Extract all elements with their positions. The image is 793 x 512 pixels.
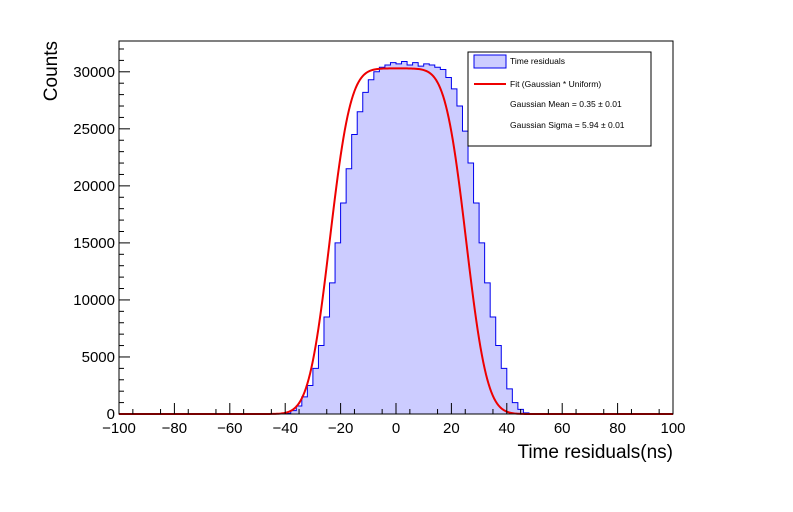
legend-gaussian-sigma: Gaussian Sigma = 5.94 ± 0.01 [510,120,625,130]
y-tick-label: 10000 [73,292,115,309]
x-tick-label: −40 [272,420,297,437]
legend-label-fit: Fit (Gaussian * Uniform) [510,79,601,89]
x-tick-label: 20 [443,420,460,437]
y-axis-title: Counts [41,41,62,101]
y-tick-label: 20000 [73,178,115,195]
legend-gaussian-mean: Gaussian Mean = 0.35 ± 0.01 [510,99,622,109]
y-axis-ticks [119,48,130,415]
x-tick-label: −80 [162,420,187,437]
histogram-fill [119,61,673,415]
x-tick-label: 40 [498,420,515,437]
x-axis-ticks [118,403,674,414]
x-axis-tick-labels: −100 −80 −60 −40 −20 0 20 40 60 80 100 [102,420,685,437]
y-tick-label: 0 [107,406,115,423]
x-tick-label: 80 [609,420,626,437]
legend-label-histogram: Time residuals [510,56,565,66]
y-tick-label: 25000 [73,121,115,138]
x-tick-label: 100 [660,420,685,437]
y-tick-label: 15000 [73,235,115,252]
x-tick-label: 0 [392,420,400,437]
x-tick-label: −20 [328,420,353,437]
y-tick-label: 30000 [73,64,115,81]
x-tick-label: −100 [102,420,136,437]
y-tick-label: 5000 [82,349,115,366]
legend-swatch-histogram [473,54,507,69]
x-tick-label: −60 [217,420,242,437]
x-axis-title: Time residuals(ns) [517,442,673,463]
y-axis-tick-labels: 0 5000 10000 15000 20000 25000 30000 [73,64,115,423]
legend: Time residuals Fit (Gaussian * Uniform) … [467,51,652,147]
x-tick-label: 60 [554,420,571,437]
